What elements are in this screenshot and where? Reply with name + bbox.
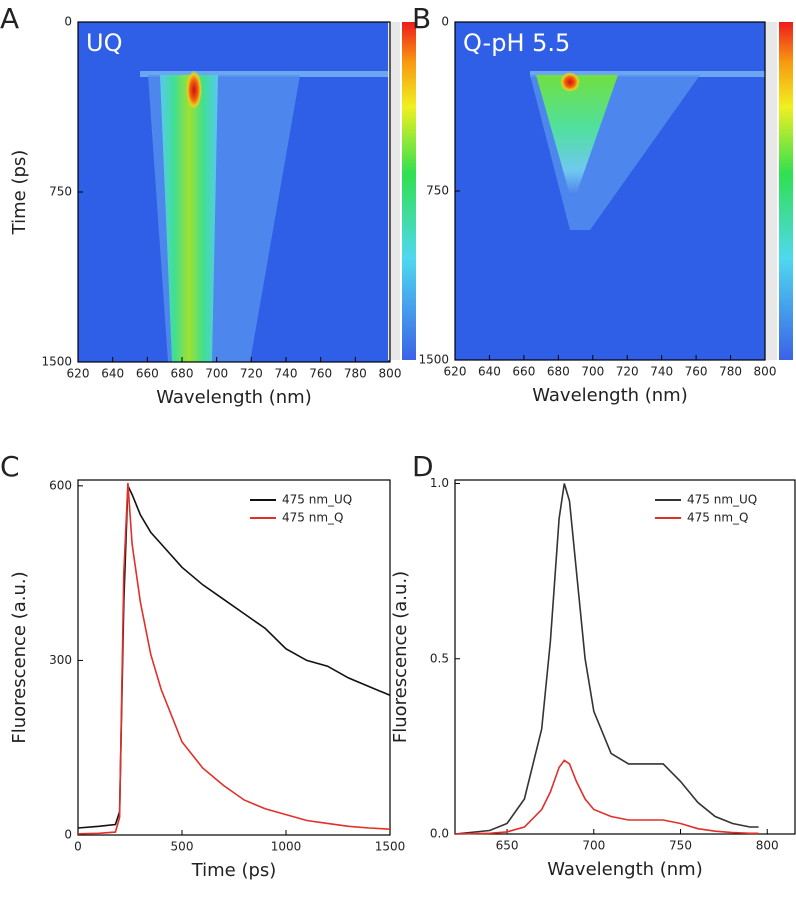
x-tick-label: 640 bbox=[101, 367, 124, 381]
panel-label: B bbox=[412, 2, 431, 35]
x-tick-label: 760 bbox=[309, 367, 332, 381]
x-tick-label: 1500 bbox=[375, 840, 406, 854]
y-axis-label: Fluorescence (a.u.) bbox=[390, 571, 411, 743]
panel-label: D bbox=[412, 450, 434, 483]
x-tick-label: 660 bbox=[136, 367, 159, 381]
x-tick-label: 620 bbox=[67, 367, 90, 381]
y-axis-label: Fluorescence (a.u.) bbox=[9, 571, 30, 743]
x-axis-label: Wavelength (nm) bbox=[547, 859, 703, 880]
x-tick-label: 700 bbox=[205, 367, 228, 381]
x-tick-label: 650 bbox=[496, 839, 519, 853]
x-tick-label: 800 bbox=[756, 839, 779, 853]
annotation: UQ bbox=[86, 29, 122, 57]
x-tick-label: 700 bbox=[581, 365, 604, 379]
x-tick-label: 720 bbox=[616, 365, 639, 379]
plot-frame bbox=[454, 479, 796, 835]
x-tick-label: 800 bbox=[379, 367, 402, 381]
heatmap-image bbox=[78, 22, 390, 362]
y-tick-label: 750 bbox=[426, 184, 449, 198]
legend-label: 475 nm_Q bbox=[282, 511, 343, 525]
y-tick-label: 0 bbox=[64, 15, 72, 29]
x-axis-label: Time (ps) bbox=[191, 860, 277, 881]
data-line bbox=[77, 482, 391, 835]
x-tick-label: 740 bbox=[650, 365, 673, 379]
x-tick-label: 800 bbox=[754, 365, 777, 379]
x-tick-label: 720 bbox=[240, 367, 263, 381]
y-tick-label: 0.0 bbox=[430, 827, 449, 841]
y-tick-label: 1500 bbox=[41, 355, 72, 369]
data-line bbox=[454, 759, 759, 835]
x-tick-label: 640 bbox=[478, 365, 501, 379]
x-axis-label: Wavelength (nm) bbox=[532, 385, 688, 406]
x-tick-label: 750 bbox=[669, 839, 692, 853]
y-tick-label: 300 bbox=[49, 653, 72, 667]
colorbar-gap bbox=[388, 22, 400, 360]
x-tick-label: 500 bbox=[171, 840, 194, 854]
colorbar bbox=[402, 22, 416, 360]
x-axis-label: Wavelength (nm) bbox=[156, 387, 312, 408]
x-tick-label: 740 bbox=[275, 367, 298, 381]
x-tick-label: 660 bbox=[512, 365, 535, 379]
colorbar bbox=[779, 22, 793, 360]
x-tick-label: 780 bbox=[344, 367, 367, 381]
x-tick-label: 620 bbox=[444, 365, 467, 379]
legend-label: 475 nm_Q bbox=[687, 511, 748, 525]
y-tick-label: 1500 bbox=[418, 353, 449, 367]
y-tick-label: 1.0 bbox=[430, 476, 449, 490]
x-tick-label: 760 bbox=[685, 365, 708, 379]
annotation: Q-pH 5.5 bbox=[463, 29, 570, 57]
panel-label: C bbox=[0, 450, 20, 483]
plot-frame bbox=[77, 479, 391, 836]
data-line bbox=[454, 483, 759, 835]
x-tick-label: 700 bbox=[582, 839, 605, 853]
x-tick-label: 780 bbox=[719, 365, 742, 379]
y-tick-label: 0 bbox=[64, 828, 72, 842]
y-tick-label: 0 bbox=[441, 15, 449, 29]
heatmap-image bbox=[455, 22, 765, 360]
x-tick-label: 0 bbox=[74, 840, 82, 854]
y-axis-label: Time (ps) bbox=[9, 150, 30, 236]
y-tick-label: 600 bbox=[49, 478, 72, 492]
legend-label: 475 nm_UQ bbox=[687, 493, 757, 507]
x-tick-label: 680 bbox=[547, 365, 570, 379]
y-tick-label: 0.5 bbox=[430, 651, 449, 665]
y-tick-label: 750 bbox=[49, 185, 72, 199]
panel-label: A bbox=[0, 2, 19, 35]
x-tick-label: 680 bbox=[171, 367, 194, 381]
x-tick-label: 1000 bbox=[271, 840, 302, 854]
legend-label: 475 nm_UQ bbox=[282, 493, 352, 507]
colorbar-gap bbox=[765, 22, 777, 360]
